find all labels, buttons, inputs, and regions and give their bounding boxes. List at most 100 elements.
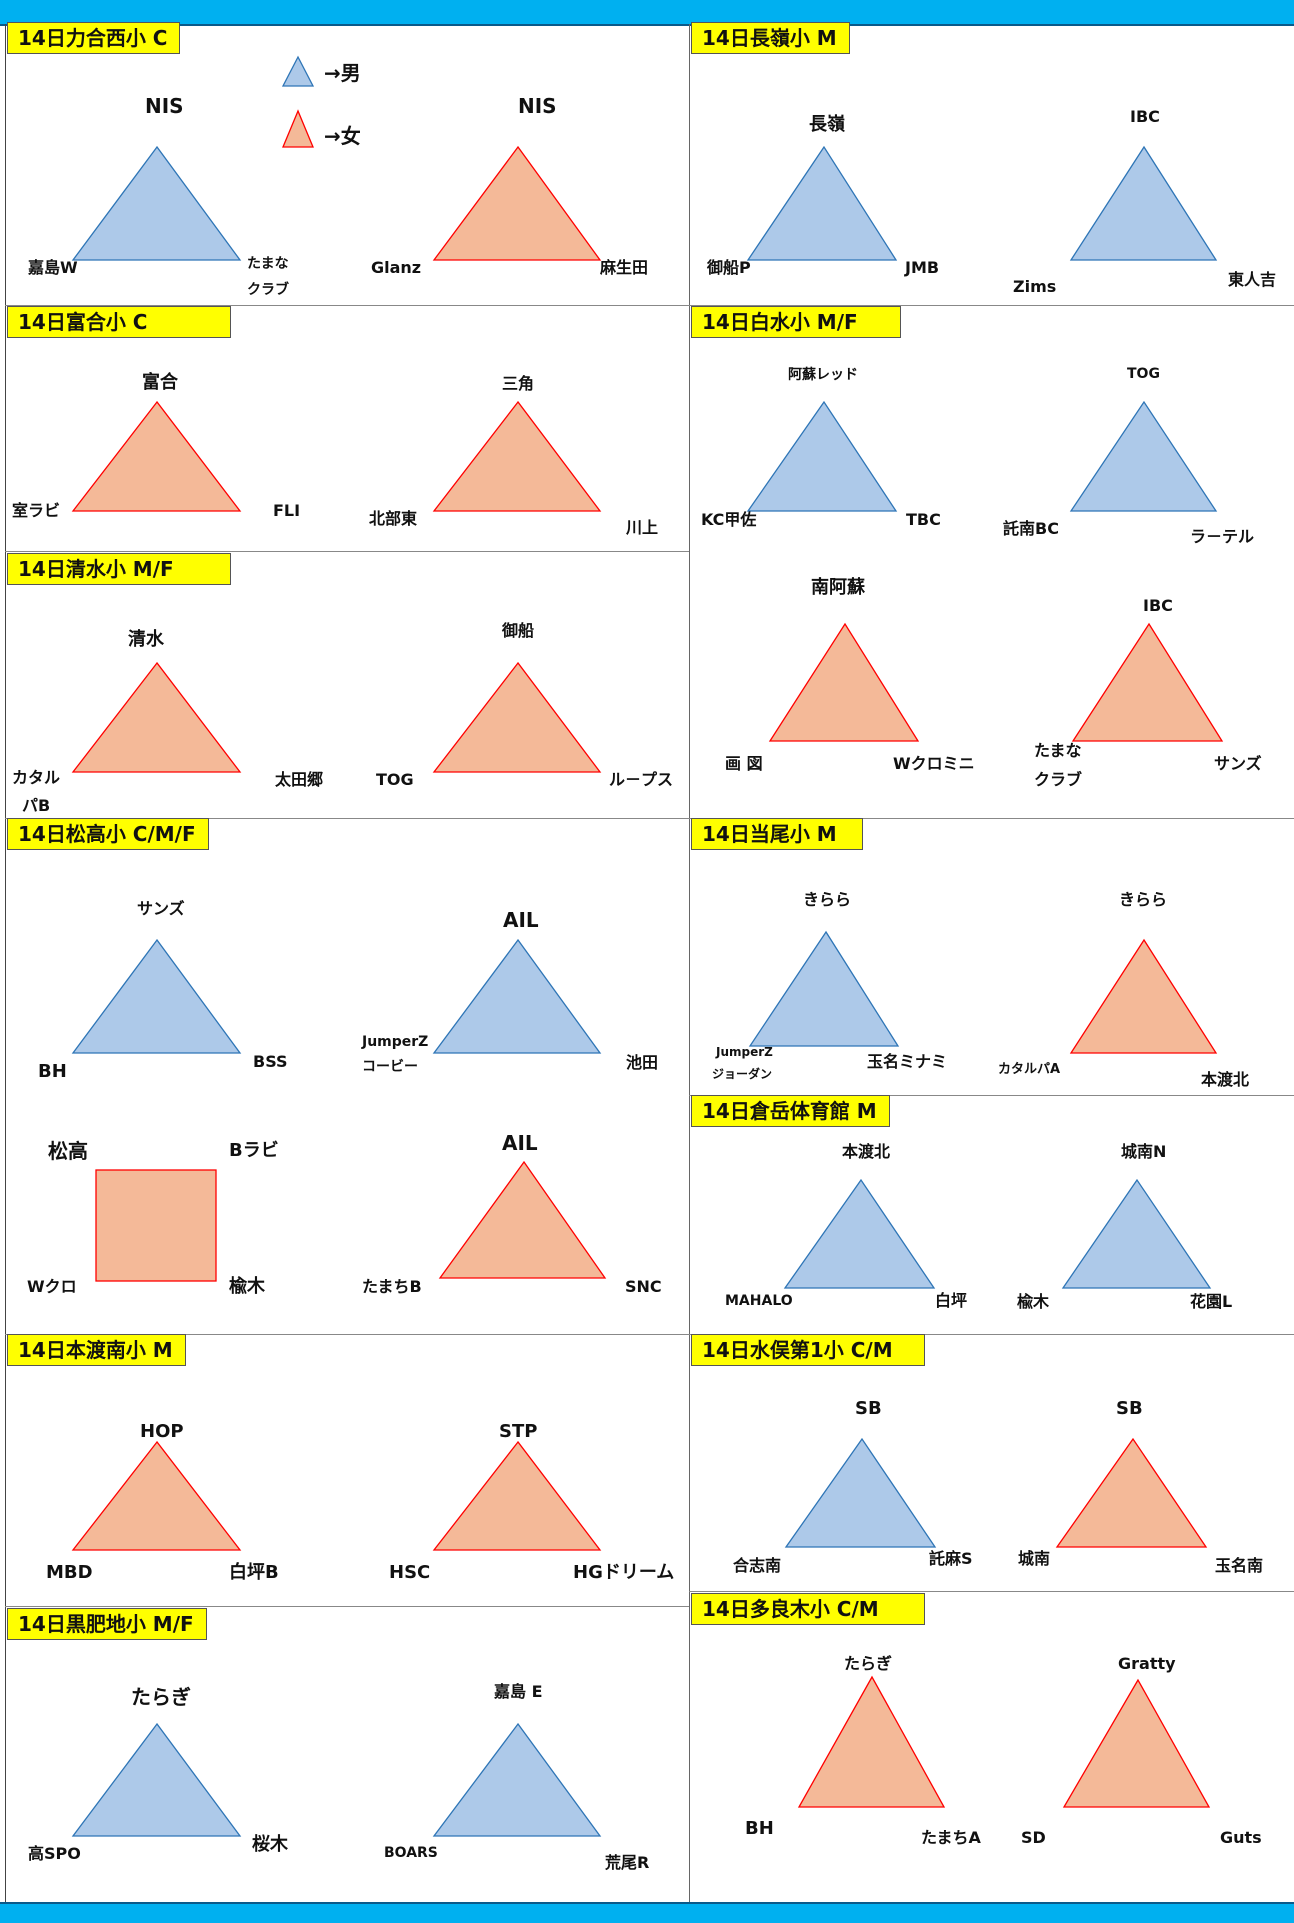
- team-label: 城南N: [1121, 1142, 1167, 1161]
- team-label: カタルパA: [998, 1062, 1061, 1077]
- team-label: たまな: [1034, 741, 1082, 760]
- team-label: サンズ: [137, 899, 185, 918]
- triangle-boys: [748, 930, 900, 1047]
- team-label: JumperZ: [362, 1034, 429, 1050]
- triangle-girls: [797, 1675, 946, 1808]
- triangle-girls: [768, 622, 920, 742]
- triangle-boys: [746, 145, 898, 261]
- team-label: 南阿蘇: [811, 577, 865, 598]
- team-label: 楡木: [229, 1276, 265, 1297]
- team-label: MBD: [46, 1562, 93, 1583]
- team-label: ラ－テル: [1190, 527, 1255, 546]
- triangle-girls: [1062, 1678, 1211, 1808]
- triangle-girls: [71, 1440, 242, 1551]
- column-divider: [689, 24, 690, 1902]
- team-label: 御船P: [707, 258, 751, 277]
- team-label: Gratty: [1118, 1654, 1176, 1673]
- team-label: SNC: [625, 1277, 662, 1296]
- team-label: 清水: [128, 629, 164, 650]
- row-divider: [5, 1606, 689, 1607]
- team-label: 富合: [142, 372, 178, 393]
- team-label: たまちA: [921, 1828, 981, 1847]
- team-label: TOG: [376, 770, 414, 789]
- legend-boys-label: →男: [324, 61, 361, 85]
- team-label: Wクロ: [27, 1277, 77, 1296]
- section-title: 14日当尾小 M: [691, 818, 863, 850]
- section-title: 14日松高小 C/M/F: [7, 818, 209, 850]
- team-label: BSS: [253, 1052, 288, 1071]
- triangle-boys: [783, 1178, 936, 1289]
- square-girls: [95, 1169, 217, 1282]
- triangle-boys: [1069, 145, 1218, 261]
- team-label: サンズ: [1214, 754, 1262, 773]
- triangle-boys: [784, 1437, 937, 1548]
- team-label: 太田郷: [275, 770, 324, 789]
- team-label: IBC: [1130, 107, 1160, 126]
- team-label: NIS: [145, 94, 184, 118]
- team-label: 託麻S: [929, 1549, 973, 1568]
- section-title: 14日倉岳体育館 M: [691, 1095, 890, 1127]
- team-label: カタル: [12, 768, 61, 787]
- team-label: BH: [745, 1818, 774, 1839]
- team-label: HOP: [140, 1421, 184, 1442]
- triangle-boys: [746, 400, 898, 512]
- triangle-girls: [71, 661, 242, 773]
- team-label: 嘉島W: [28, 258, 78, 277]
- triangle-boys: [71, 145, 242, 261]
- team-label: 御船: [502, 621, 535, 640]
- team-label: STP: [499, 1421, 538, 1442]
- header-bar: [0, 0, 1294, 26]
- team-label: KC甲佐: [701, 510, 757, 529]
- triangle-girls: [438, 1160, 607, 1279]
- team-label: Wクロミニ: [893, 754, 975, 773]
- team-label: たまな: [247, 256, 289, 272]
- team-label: IBC: [1143, 596, 1173, 615]
- triangle-boys: [71, 1722, 242, 1837]
- team-label: 高SPO: [28, 1844, 81, 1863]
- triangle-girls: [432, 400, 602, 512]
- team-label: 花園L: [1190, 1292, 1233, 1311]
- section-title: 14日多良木小 C/M: [691, 1593, 925, 1625]
- section-title: 14日水俣第1小 C/M: [691, 1334, 925, 1366]
- team-label: 玉名ミナミ: [867, 1052, 948, 1071]
- section-title: 14日長嶺小 M: [691, 22, 850, 54]
- team-label: FLI: [273, 501, 301, 520]
- team-label: 東人吉: [1228, 270, 1277, 289]
- team-label: 阿蘇レッド: [788, 367, 858, 383]
- team-label: HSC: [389, 1562, 431, 1583]
- section-title: 14日富合小 C: [7, 306, 231, 338]
- section-title: 14日本渡南小 M: [7, 1334, 186, 1366]
- triangle-boys: [432, 938, 602, 1054]
- team-label: JumperZ: [716, 1045, 773, 1059]
- team-label: 長嶺: [809, 114, 845, 135]
- triangle-girls: [1069, 938, 1218, 1054]
- legend-girls-label: →女: [324, 124, 361, 148]
- section-title: 14日白水小 M/F: [691, 306, 901, 338]
- triangle-girls: [1071, 622, 1224, 742]
- team-label: クラブ: [247, 282, 289, 298]
- team-label: 松高: [48, 1139, 88, 1163]
- team-label: 本渡北: [842, 1142, 891, 1161]
- team-label: たらぎ: [844, 1654, 893, 1673]
- team-label: 麻生田: [600, 258, 649, 277]
- team-label: ル－プス: [609, 770, 674, 789]
- team-label: 託南BC: [1003, 519, 1059, 538]
- team-label: 嘉島 E: [494, 1682, 543, 1701]
- triangle-girls: [432, 145, 602, 261]
- team-label: 城南: [1018, 1549, 1051, 1568]
- row-divider: [5, 818, 1294, 819]
- team-label: 荒尾R: [605, 1853, 650, 1872]
- team-label: SB: [855, 1398, 882, 1419]
- legend-girls-triangle: [282, 109, 314, 148]
- team-label: ジョーダン: [712, 1067, 773, 1081]
- team-label: SB: [1116, 1398, 1143, 1419]
- team-label: BH: [38, 1061, 67, 1082]
- team-label: たまちB: [362, 1277, 422, 1296]
- row-divider: [5, 551, 689, 552]
- team-label: 画 図: [725, 754, 763, 773]
- triangle-boys: [71, 938, 242, 1054]
- team-label: クラブ: [1034, 770, 1083, 789]
- team-label: Guts: [1220, 1828, 1262, 1847]
- team-label: SD: [1021, 1828, 1046, 1847]
- row-divider: [689, 1095, 1294, 1096]
